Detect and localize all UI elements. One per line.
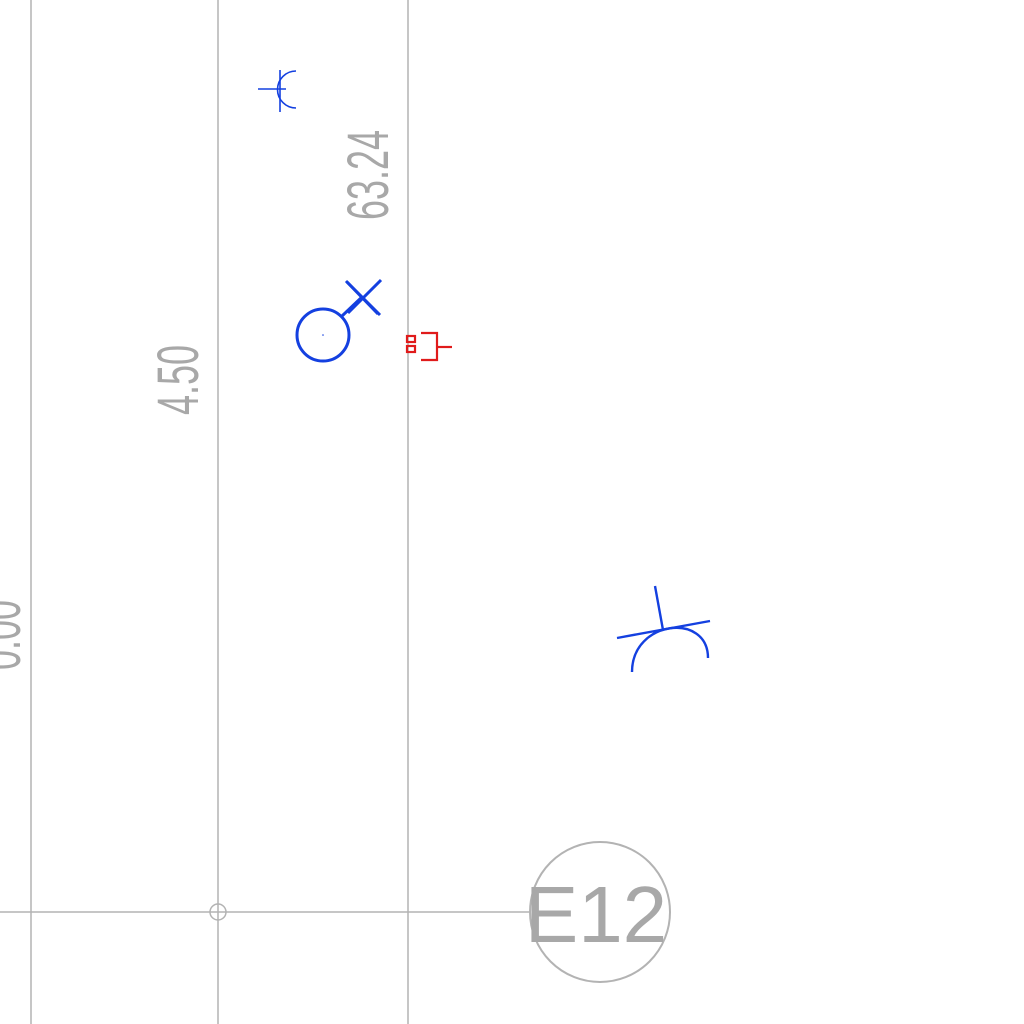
grid-bubble-circle	[529, 841, 671, 983]
grid-bubble[interactable]: E12	[525, 841, 671, 983]
dimension-text-left: 0.00	[0, 600, 33, 670]
dimension-text-middle: 4.50	[146, 345, 211, 415]
grid-bubble-label: E12	[525, 870, 667, 959]
receptacle-icon[interactable]	[258, 70, 297, 112]
grid-intersection-marker	[209, 903, 227, 921]
receptacle-icon[interactable]	[616, 585, 711, 673]
plug-icon[interactable]	[405, 331, 452, 362]
circle-outlet-cross	[345, 278, 383, 317]
dimension-text-right: 63.24	[336, 130, 401, 220]
